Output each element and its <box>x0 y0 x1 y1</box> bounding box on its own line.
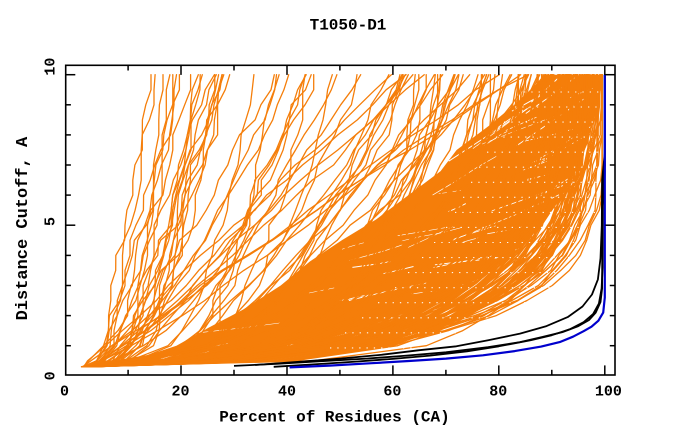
svg-text:Distance Cutoff, A: Distance Cutoff, A <box>14 136 33 320</box>
svg-text:T1050-D1: T1050-D1 <box>310 17 387 35</box>
svg-text:100: 100 <box>595 384 622 401</box>
svg-text:0: 0 <box>42 371 59 380</box>
svg-text:5: 5 <box>42 217 59 226</box>
svg-text:20: 20 <box>171 384 189 401</box>
svg-text:Percent of Residues (CA): Percent of Residues (CA) <box>219 408 449 426</box>
svg-text:40: 40 <box>278 384 296 401</box>
svg-text:80: 80 <box>489 384 507 401</box>
svg-text:0: 0 <box>60 384 69 401</box>
svg-text:60: 60 <box>383 384 401 401</box>
svg-text:10: 10 <box>42 58 59 76</box>
